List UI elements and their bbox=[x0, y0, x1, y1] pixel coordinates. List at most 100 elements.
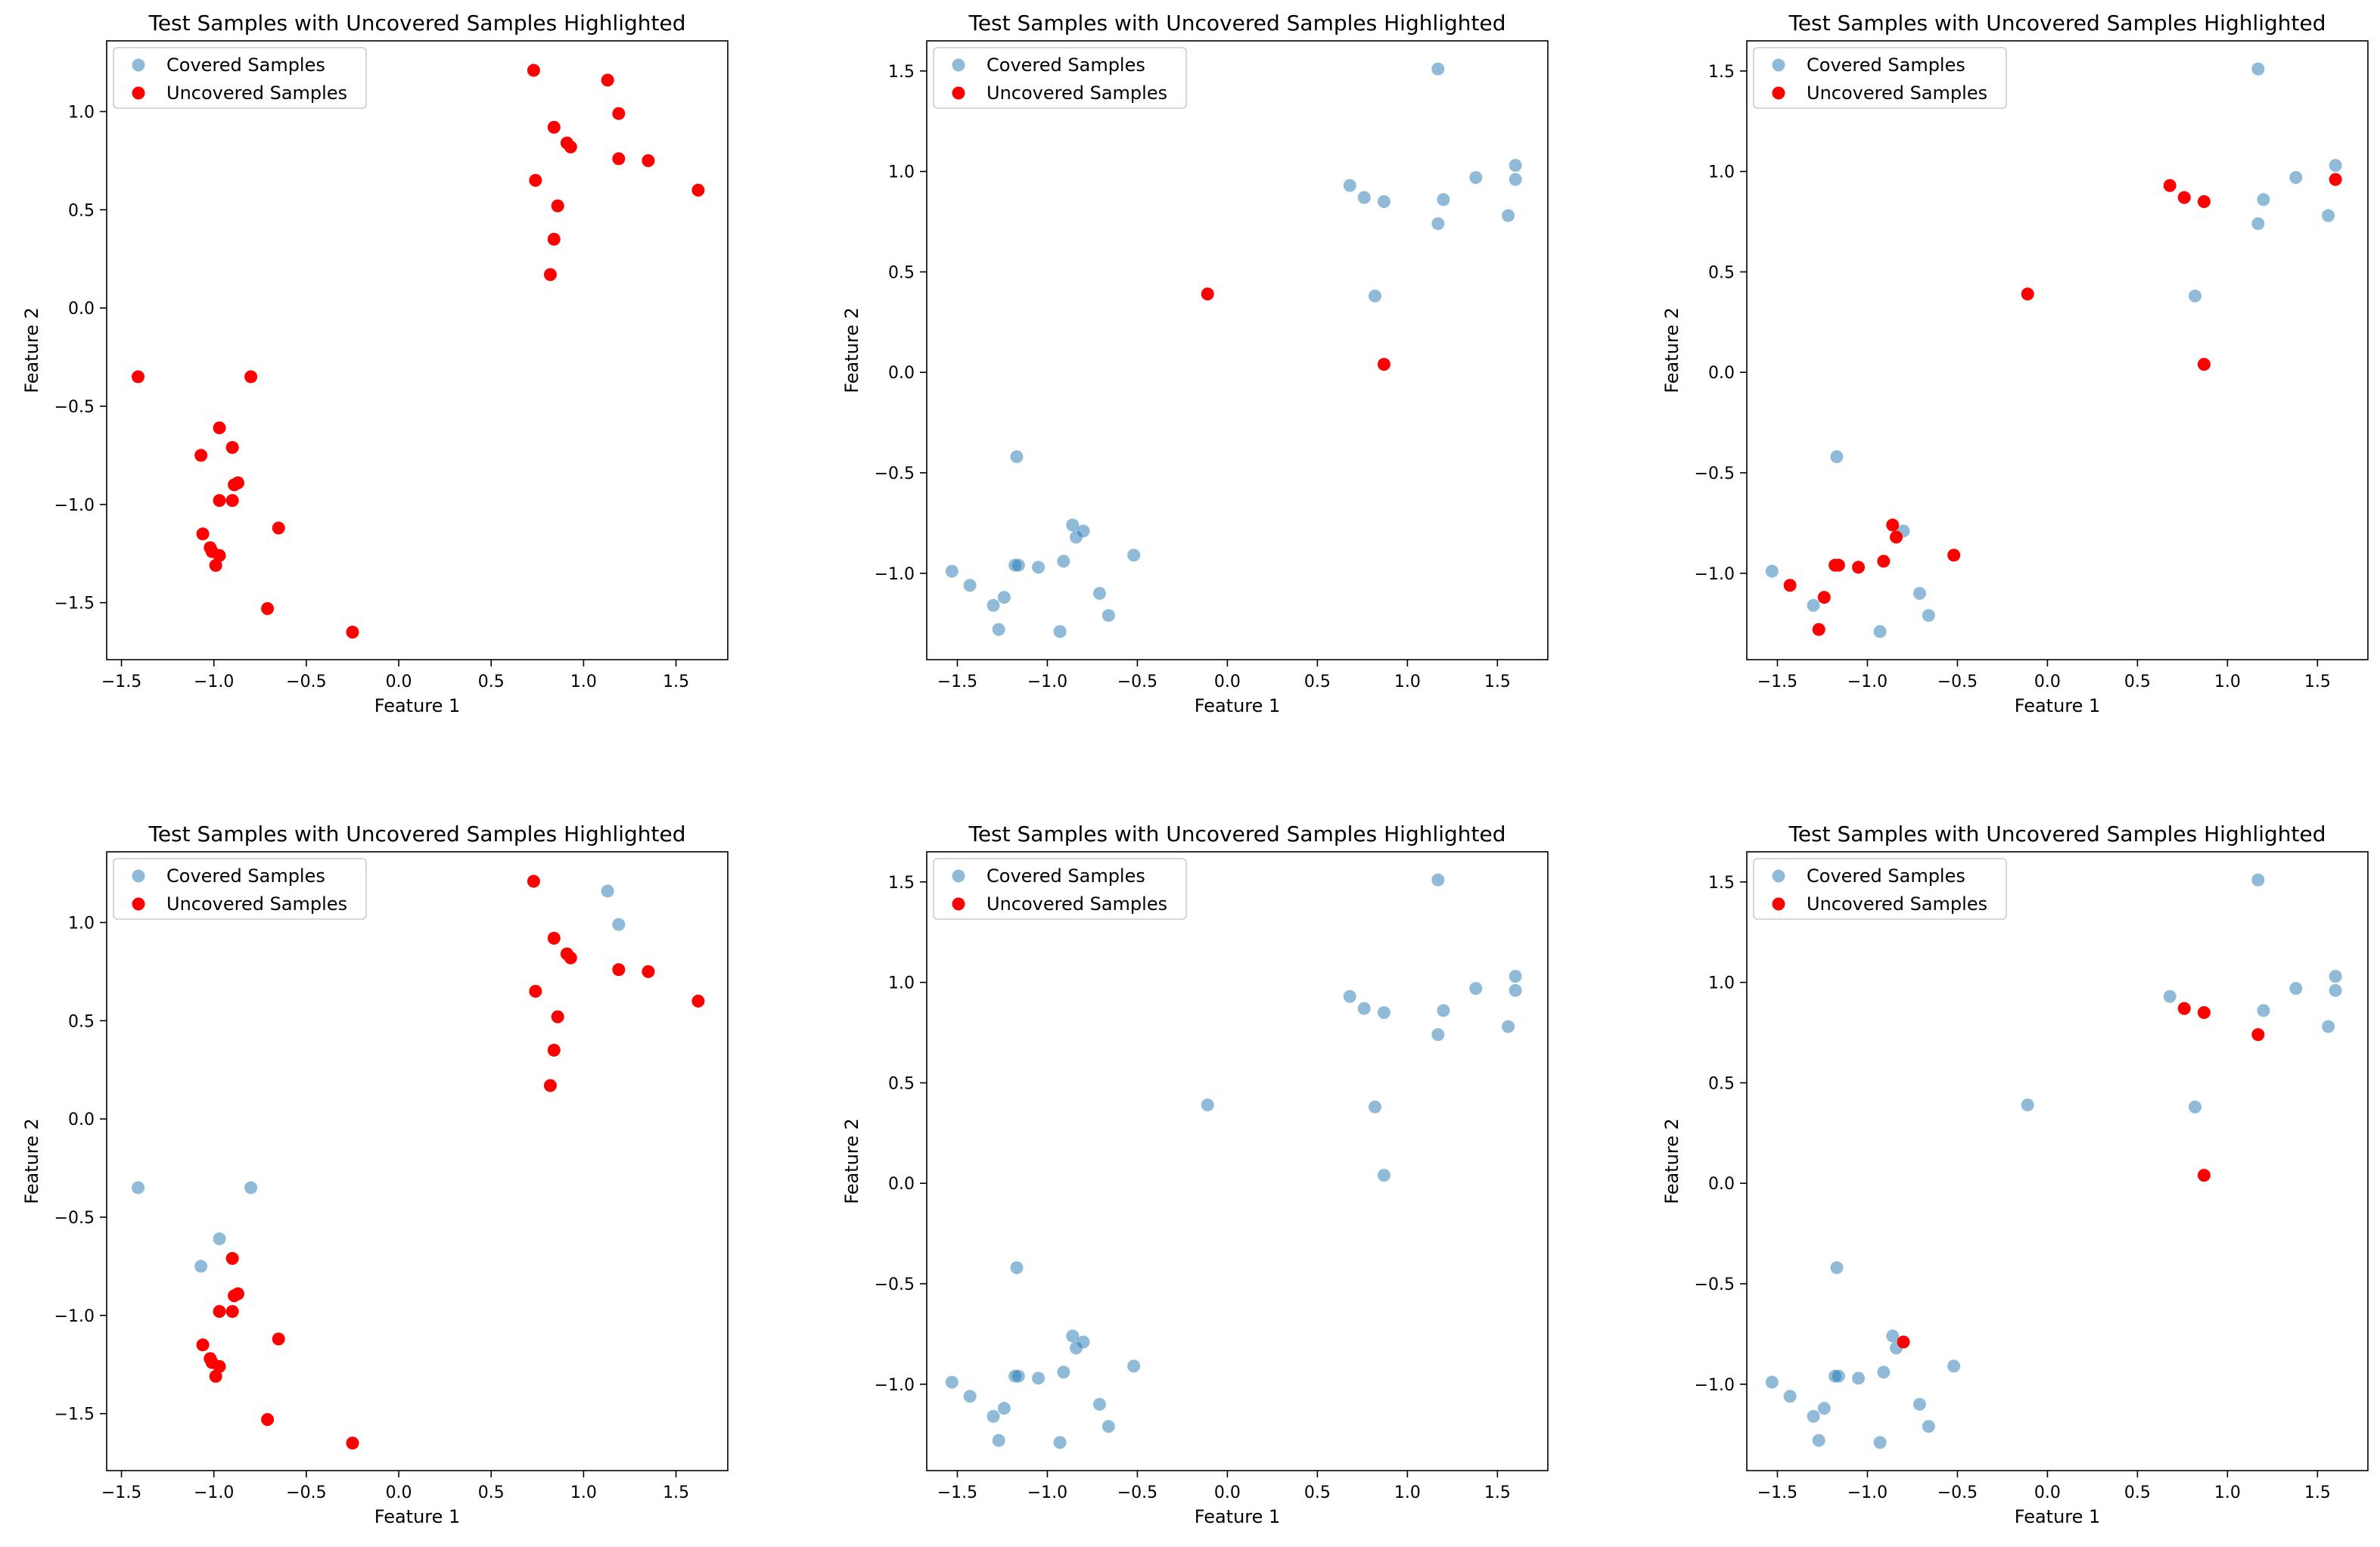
legend: Covered Samples Uncovered Samples bbox=[113, 858, 367, 920]
y-tick-label: 1.0 bbox=[1708, 163, 1735, 182]
covered-point bbox=[1502, 209, 1515, 222]
uncovered-point bbox=[642, 965, 655, 978]
covered-point bbox=[2251, 217, 2265, 231]
y-tick-label: −1.5 bbox=[54, 1406, 95, 1424]
y-tick-label: −1.0 bbox=[1695, 565, 1735, 584]
covered-point bbox=[1873, 1436, 1887, 1449]
y-tick-label: −0.5 bbox=[1695, 464, 1735, 483]
covered-point bbox=[2257, 1004, 2270, 1017]
covered-point bbox=[1886, 1329, 1900, 1343]
uncovered-point bbox=[213, 421, 226, 435]
covered-point bbox=[1011, 1369, 1025, 1383]
subplot-2: Test Samples with Uncovered Samples High… bbox=[841, 11, 1549, 716]
covered-point bbox=[945, 564, 959, 578]
uncovered-point bbox=[547, 232, 561, 246]
x-tick-label: 0.0 bbox=[386, 1483, 412, 1502]
x-tick-label: 1.0 bbox=[2214, 673, 2241, 691]
covered-point bbox=[1377, 194, 1390, 208]
uncovered-point bbox=[346, 1437, 359, 1450]
subplot-5: Test Samples with Uncovered Samples High… bbox=[841, 822, 1549, 1527]
legend-marker-covered bbox=[1772, 58, 1785, 72]
uncovered-point bbox=[225, 1305, 239, 1319]
uncovered-point bbox=[529, 984, 542, 998]
covered-point bbox=[1369, 289, 1382, 303]
covered-point bbox=[1877, 1365, 1891, 1379]
y-axis-label: Feature 2 bbox=[841, 1118, 862, 1204]
y-tick-label: 1.0 bbox=[68, 103, 95, 122]
covered-point bbox=[1032, 1371, 1046, 1385]
uncovered-point bbox=[691, 183, 705, 197]
x-tick-label: −0.5 bbox=[1937, 1483, 1978, 1502]
x-tick-label: 1.5 bbox=[1484, 1483, 1511, 1502]
y-tick-label: 1.5 bbox=[1708, 63, 1735, 82]
axes-frame bbox=[106, 851, 729, 1471]
legend-marker-covered bbox=[132, 869, 145, 883]
covered-point bbox=[2289, 982, 2303, 996]
uncovered-point bbox=[272, 1332, 285, 1346]
legend-marker-covered bbox=[952, 869, 965, 883]
legend: Covered Samples Uncovered Samples bbox=[1753, 47, 2007, 109]
x-tick-label: 1.5 bbox=[1484, 673, 1511, 691]
y-tick-label: −1.0 bbox=[54, 496, 95, 515]
y-axis-label: Feature 2 bbox=[1661, 307, 1682, 393]
subplot-4: Test Samples with Uncovered Samples High… bbox=[21, 822, 729, 1527]
x-axis-label: Feature 1 bbox=[2015, 695, 2101, 716]
uncovered-point bbox=[1201, 287, 1214, 301]
legend: Covered Samples Uncovered Samples bbox=[113, 47, 367, 109]
x-tick-label: −1.5 bbox=[1757, 1483, 1797, 1502]
x-tick-label: 0.5 bbox=[2124, 1483, 2151, 1502]
legend-label-uncovered: Uncovered Samples bbox=[1807, 893, 1987, 915]
y-tick-label: 0.5 bbox=[68, 201, 95, 220]
covered-point bbox=[963, 579, 977, 592]
legend-marker-covered bbox=[952, 58, 965, 72]
covered-point bbox=[986, 1409, 1000, 1423]
x-axis-label: Feature 1 bbox=[374, 1506, 461, 1527]
y-tick-label: −1.0 bbox=[54, 1307, 95, 1326]
covered-point bbox=[244, 1181, 258, 1194]
uncovered-point bbox=[691, 994, 705, 1008]
x-tick-label: 1.5 bbox=[663, 1483, 689, 1502]
covered-point bbox=[1508, 159, 1522, 172]
uncovered-point bbox=[194, 449, 208, 462]
legend: Covered Samples Uncovered Samples bbox=[933, 858, 1187, 920]
covered-point bbox=[1431, 62, 1445, 76]
uncovered-point bbox=[196, 527, 210, 541]
covered-point bbox=[1437, 193, 1450, 207]
legend-box bbox=[1753, 858, 2007, 920]
covered-point bbox=[132, 1181, 145, 1194]
legend-label-covered: Covered Samples bbox=[1807, 54, 1965, 76]
legend-label-uncovered: Uncovered Samples bbox=[986, 893, 1167, 915]
covered-point bbox=[2163, 989, 2176, 1003]
uncovered-point bbox=[1377, 358, 1390, 371]
y-tick-label: 1.5 bbox=[888, 874, 915, 893]
covered-point bbox=[2322, 209, 2335, 222]
uncovered-point bbox=[213, 494, 226, 508]
covered-point bbox=[1922, 609, 1935, 623]
x-tick-label: −0.5 bbox=[1117, 673, 1157, 691]
covered-point bbox=[612, 918, 626, 931]
uncovered-point bbox=[2163, 179, 2176, 192]
covered-point bbox=[2021, 1098, 2034, 1112]
x-tick-label: −1.5 bbox=[101, 1483, 141, 1502]
x-axis-label: Feature 1 bbox=[2015, 1506, 2101, 1527]
legend-label-uncovered: Uncovered Samples bbox=[166, 82, 347, 104]
uncovered-point bbox=[244, 370, 258, 384]
uncovered-point bbox=[132, 370, 145, 384]
legend-label-uncovered: Uncovered Samples bbox=[986, 82, 1167, 104]
covered-point bbox=[1783, 1390, 1797, 1403]
covered-point bbox=[2189, 1100, 2202, 1114]
covered-point bbox=[963, 1390, 977, 1403]
covered-point bbox=[1830, 450, 1844, 464]
covered-point bbox=[1066, 518, 1080, 532]
y-tick-label: 1.5 bbox=[888, 63, 915, 82]
uncovered-point bbox=[2197, 1005, 2211, 1019]
legend-label-covered: Covered Samples bbox=[1807, 865, 1965, 887]
covered-point bbox=[1431, 873, 1445, 887]
covered-point bbox=[2329, 159, 2342, 172]
x-tick-label: −1.0 bbox=[194, 1483, 234, 1502]
y-tick-label: −1.5 bbox=[54, 595, 95, 614]
covered-point bbox=[1066, 1329, 1080, 1343]
covered-point bbox=[1053, 1436, 1067, 1449]
uncovered-point bbox=[1886, 518, 1900, 532]
y-tick-label: 1.0 bbox=[68, 914, 95, 933]
